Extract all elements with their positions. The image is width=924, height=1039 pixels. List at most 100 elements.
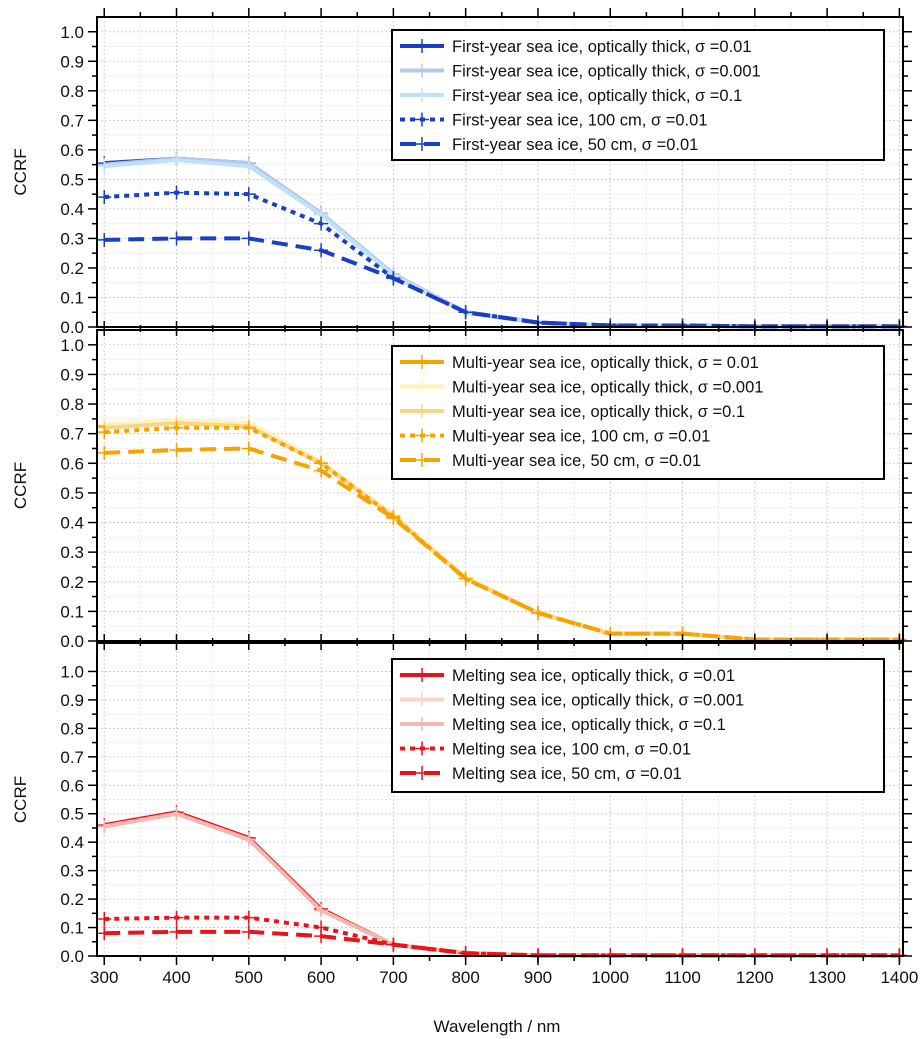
y-tick-label: 0.1 bbox=[60, 919, 84, 938]
legend-marker bbox=[415, 137, 429, 151]
legend-label: Melting sea ice, 100 cm, σ =0.01 bbox=[452, 741, 691, 759]
y-tick-label: 0.6 bbox=[60, 776, 84, 795]
legend-marker bbox=[415, 668, 429, 682]
data-point bbox=[241, 159, 256, 174]
legend-label: Melting sea ice, 50 cm, σ =0.01 bbox=[452, 765, 682, 783]
y-tick-label: 0.6 bbox=[60, 454, 84, 473]
legend-marker bbox=[415, 717, 429, 731]
y-axis-label: CCRF bbox=[11, 462, 30, 509]
legend-marker bbox=[415, 355, 429, 369]
y-tick-label: 0.1 bbox=[60, 602, 84, 621]
y-tick-label: 0.4 bbox=[60, 514, 84, 533]
y-tick-label: 0.9 bbox=[60, 52, 84, 71]
y-tick-label: 0.8 bbox=[60, 82, 84, 101]
x-tick-label: 1200 bbox=[736, 968, 774, 987]
data-point bbox=[458, 571, 473, 586]
y-tick-label: 0.0 bbox=[60, 947, 84, 966]
y-tick-label: 0.4 bbox=[60, 200, 84, 219]
x-tick-label: 700 bbox=[379, 968, 407, 987]
x-tick-label: 300 bbox=[90, 968, 118, 987]
legend-box-1 bbox=[391, 29, 885, 161]
legend-label: Multi-year sea ice, optically thick, σ =… bbox=[452, 379, 763, 397]
legend-label: Multi-year sea ice, 100 cm, σ =0.01 bbox=[452, 428, 710, 446]
y-tick-label: 1.0 bbox=[60, 662, 84, 681]
data-point bbox=[241, 441, 256, 456]
x-tick-label: 500 bbox=[235, 968, 263, 987]
data-point bbox=[169, 910, 184, 925]
legend-marker bbox=[415, 428, 429, 443]
legend-label: Multi-year sea ice, optically thick, σ =… bbox=[452, 354, 759, 372]
legend-label: Melting sea ice, optically thick, σ =0.0… bbox=[452, 667, 735, 685]
data-point bbox=[530, 605, 545, 620]
legend-layer: First-year sea ice, optically thick, σ =… bbox=[391, 29, 885, 793]
data-point bbox=[314, 216, 329, 231]
data-point bbox=[97, 425, 112, 440]
x-tick-label: 1400 bbox=[880, 968, 918, 987]
data-point bbox=[169, 806, 184, 821]
y-axis-label: CCRF bbox=[11, 776, 30, 823]
y-tick-label: 1.0 bbox=[60, 336, 84, 355]
legend-marker bbox=[415, 63, 429, 78]
y-axis-label: CCRF bbox=[11, 148, 30, 195]
legend-label: First-year sea ice, optically thick, σ =… bbox=[452, 63, 761, 81]
y-tick-label: 0.7 bbox=[60, 111, 84, 130]
series-line-2-5 bbox=[104, 446, 900, 642]
data-point bbox=[97, 912, 112, 927]
legend-marker bbox=[415, 379, 429, 394]
data-point bbox=[169, 442, 184, 457]
legend-marker bbox=[415, 766, 429, 780]
legend-marker bbox=[415, 404, 429, 418]
legend-label: Multi-year sea ice, optically thick, σ =… bbox=[452, 403, 745, 421]
data-point bbox=[241, 832, 256, 847]
y-tick-label: 0.4 bbox=[60, 833, 84, 852]
axes-layer: 0.0 0.1 0.2 0.3 0.4 0.5 0.6 0.7 0.8 0.9 1.0 CCRF 0.0… bbox=[11, 8, 918, 987]
legend-label: Multi-year sea ice, 50 cm, σ =0.01 bbox=[452, 452, 701, 470]
legend-label: First-year sea ice, 50 cm, σ =0.01 bbox=[452, 136, 698, 154]
legend-label: First-year sea ice, optically thick, σ =… bbox=[452, 87, 742, 105]
y-tick-label: 0.9 bbox=[60, 365, 84, 384]
y-tick-label: 0.1 bbox=[60, 288, 84, 307]
y-tick-label: 0.3 bbox=[60, 229, 84, 248]
x-tick-label: 1100 bbox=[664, 968, 701, 987]
data-point bbox=[314, 929, 329, 944]
y-tick-label: 0.0 bbox=[60, 632, 84, 651]
legend-label: First-year sea ice, optically thick, σ =… bbox=[452, 38, 752, 56]
y-tick-label: 0.2 bbox=[60, 259, 84, 278]
y-tick-label: 0.7 bbox=[60, 748, 84, 767]
series-line-1-4 bbox=[104, 190, 900, 329]
y-tick-label: 0.8 bbox=[60, 395, 84, 414]
data-point bbox=[169, 420, 184, 435]
data-point bbox=[241, 231, 256, 246]
legend-marker bbox=[415, 741, 429, 756]
data-point bbox=[97, 159, 112, 174]
data-point bbox=[169, 924, 184, 939]
y-tick-label: 0.5 bbox=[60, 170, 84, 189]
legend-label: Melting sea ice, optically thick, σ =0.1 bbox=[452, 716, 726, 734]
data-point bbox=[314, 243, 329, 258]
x-tick-label: 900 bbox=[524, 968, 552, 987]
y-tick-label: 0.8 bbox=[60, 719, 84, 738]
data-point bbox=[241, 910, 256, 925]
legend-label: Melting sea ice, optically thick, σ =0.0… bbox=[452, 692, 744, 710]
legend-marker bbox=[415, 88, 429, 102]
data-point bbox=[97, 926, 112, 941]
data-point bbox=[386, 937, 401, 952]
legend-label: First-year sea ice, 100 cm, σ =0.01 bbox=[452, 112, 708, 130]
x-tick-label: 400 bbox=[162, 968, 190, 987]
y-tick-label: 0.2 bbox=[60, 890, 84, 909]
data-point bbox=[386, 271, 401, 286]
y-tick-label: 0.6 bbox=[60, 141, 84, 160]
x-axis-label: Wavelength / nm bbox=[434, 1017, 561, 1036]
x-tick-label: 800 bbox=[451, 968, 479, 987]
y-tick-label: 1.0 bbox=[60, 23, 84, 42]
y-tick-label: 0.7 bbox=[60, 425, 84, 444]
data-point bbox=[97, 819, 112, 834]
axis-frame-2 bbox=[96, 329, 904, 642]
data-point bbox=[97, 445, 112, 460]
x-tick-label: 1300 bbox=[808, 968, 846, 987]
data-point bbox=[241, 924, 256, 939]
y-tick-label: 0.9 bbox=[60, 691, 84, 710]
y-tick-label: 0.0 bbox=[60, 318, 84, 337]
data-point bbox=[97, 190, 112, 205]
